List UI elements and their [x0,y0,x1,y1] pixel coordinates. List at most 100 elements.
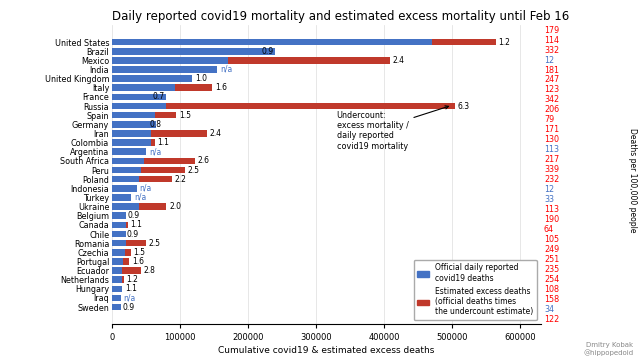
Text: 332: 332 [544,46,559,55]
Text: 2.8: 2.8 [143,266,155,275]
Text: n/a: n/a [140,184,152,193]
Bar [112,167,141,173]
Text: 2.0: 2.0 [169,202,181,211]
Text: 235: 235 [544,265,559,274]
Bar [112,295,121,301]
Text: 0.8: 0.8 [150,120,161,129]
Text: 1.6: 1.6 [215,83,227,92]
Text: 123: 123 [544,85,559,94]
Bar [151,139,155,146]
Text: 1.2: 1.2 [499,37,511,46]
Text: n/a: n/a [124,293,136,302]
Text: 1.0: 1.0 [195,74,207,83]
Text: 0.7: 0.7 [152,93,164,102]
Bar [140,203,166,210]
Text: 179: 179 [544,26,559,35]
Text: 1.1: 1.1 [157,138,169,147]
Text: 1.1: 1.1 [125,284,137,293]
Text: Deaths per 100,000 people: Deaths per 100,000 people [628,128,637,232]
Text: 105: 105 [544,235,559,244]
Text: n/a: n/a [134,193,146,202]
Bar [126,221,128,228]
Text: Undercount:
excess mortality /
daily reported
covid19 mortality: Undercount: excess mortality / daily rep… [337,106,449,151]
Bar [112,276,122,283]
Bar [112,57,228,64]
Text: 181: 181 [544,66,559,75]
Text: 0.9: 0.9 [122,303,134,312]
Text: 12: 12 [544,55,554,64]
Text: 171: 171 [544,125,559,134]
Bar [125,249,131,256]
Bar [228,57,390,64]
Bar [112,176,140,183]
Text: 130: 130 [544,135,559,144]
Text: 1.6: 1.6 [132,257,144,266]
Bar [122,267,141,274]
Bar [112,212,126,219]
Text: 114: 114 [544,36,559,45]
X-axis label: Cumulative covid19 & estimated excess deaths: Cumulative covid19 & estimated excess de… [218,346,435,355]
Text: 217: 217 [544,155,559,164]
Text: 0.9: 0.9 [127,230,139,239]
Bar [175,85,212,91]
Bar [112,130,152,137]
Text: 158: 158 [544,294,559,303]
Text: 251: 251 [544,255,559,264]
Bar [122,276,124,283]
Bar [112,249,125,256]
Text: 33: 33 [544,195,554,204]
Bar [152,130,207,137]
Bar [123,258,129,265]
Bar [140,176,172,183]
Bar [125,240,146,247]
Bar [112,121,156,128]
Bar [141,167,185,173]
Text: 1.5: 1.5 [134,248,146,257]
Text: Daily reported covid19 mortality and estimated excess mortality until Feb 16: Daily reported covid19 mortality and est… [112,10,569,23]
Text: 79: 79 [544,115,554,124]
Bar [166,103,455,109]
Legend: Official daily reported
covid19 deaths, Estimated excess deaths
(official deaths: Official daily reported covid19 deaths, … [413,260,537,320]
Text: 206: 206 [544,105,559,114]
Text: 12: 12 [544,185,554,194]
Text: n/a: n/a [220,65,232,74]
Bar [112,221,126,228]
Bar [112,139,151,146]
Text: 2.2: 2.2 [175,175,186,184]
Text: 108: 108 [544,285,559,294]
Bar [112,240,125,247]
Text: 254: 254 [544,275,559,284]
Text: 249: 249 [544,245,559,254]
Bar [112,203,140,210]
Bar [112,39,432,45]
Bar [112,231,125,237]
Bar [112,267,122,274]
Text: 113: 113 [544,205,559,214]
Text: 0.9: 0.9 [127,211,140,220]
Bar [112,85,175,91]
Text: 1.2: 1.2 [127,275,138,284]
Text: 122: 122 [544,315,559,324]
Text: 1.5: 1.5 [179,111,191,120]
Bar [112,285,122,292]
Text: 247: 247 [544,76,559,85]
Bar [112,185,136,192]
Text: 2.6: 2.6 [198,156,210,165]
Text: 0.9: 0.9 [262,47,274,56]
Text: 339: 339 [544,165,559,174]
Text: 2.5: 2.5 [148,239,161,248]
Text: 6.3: 6.3 [458,102,470,111]
Text: 2.5: 2.5 [188,166,200,175]
Text: Dmitry Kobak
@hippopedoid: Dmitry Kobak @hippopedoid [584,342,634,356]
Bar [112,48,275,54]
Text: 34: 34 [544,305,554,314]
Text: 1.1: 1.1 [131,220,142,229]
Bar [112,304,120,310]
Text: 64: 64 [544,225,554,234]
Bar [112,148,146,155]
Bar [112,66,218,73]
Bar [112,75,192,82]
Bar [155,112,177,118]
Text: 113: 113 [544,145,559,154]
Text: 2.4: 2.4 [392,56,404,65]
